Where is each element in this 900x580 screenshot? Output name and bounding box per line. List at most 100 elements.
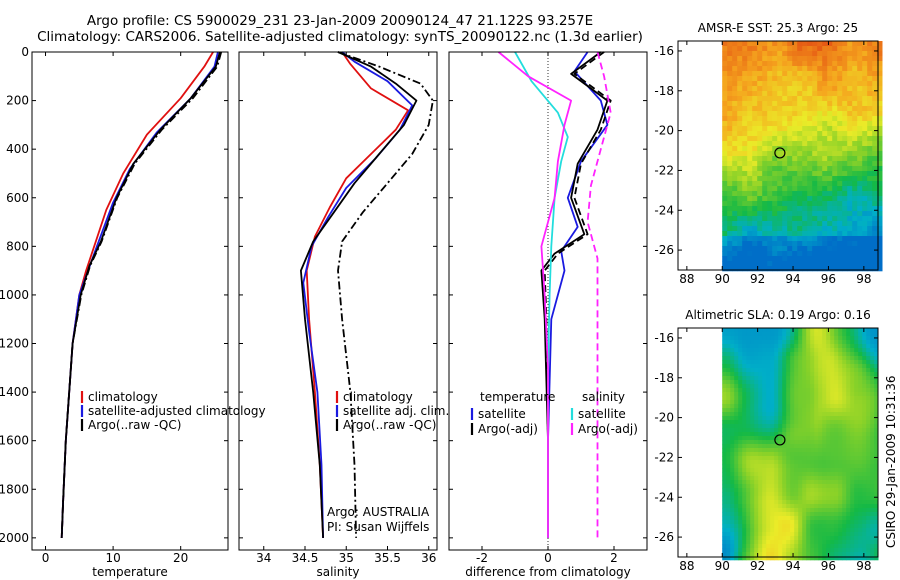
sla-cell (722, 388, 727, 393)
sla-cell (754, 556, 759, 561)
sst-cell (732, 156, 738, 162)
sla-cell (746, 496, 751, 501)
sla-cell (746, 408, 751, 413)
sst-cell (807, 266, 813, 272)
sla-cell (866, 456, 871, 461)
sla-cell (750, 496, 755, 501)
sla-cell (818, 384, 823, 389)
sla-cell (778, 368, 783, 373)
sla-cell (874, 388, 879, 393)
sst-cell (802, 81, 808, 87)
sst-cell (802, 176, 808, 182)
sla-cell (722, 416, 727, 421)
sla-cell (762, 492, 767, 497)
sst-cell (877, 141, 883, 147)
sst-cell (742, 226, 748, 232)
sla-cell (786, 456, 791, 461)
sla-cell (738, 480, 743, 485)
sla-cell (738, 544, 743, 549)
sla-cell (846, 496, 851, 501)
sla-cell (862, 404, 867, 409)
sla-cell (834, 496, 839, 501)
sst-cell (797, 116, 803, 122)
sla-cell (778, 436, 783, 441)
sst-cell (807, 231, 813, 237)
series-difference-4 (497, 51, 572, 538)
sst-cell (752, 111, 758, 117)
sla-cell (738, 500, 743, 505)
sla-cell (754, 328, 759, 333)
sst-cell (847, 196, 853, 202)
sla-cell (802, 552, 807, 557)
sla-cell (722, 344, 727, 349)
sla-cell (854, 348, 859, 353)
sla-cell (746, 448, 751, 453)
sst-cell (817, 46, 823, 52)
sla-cell (742, 412, 747, 417)
sst-cell (747, 71, 753, 77)
sst-cell (807, 101, 813, 107)
sst-cell (742, 246, 748, 252)
sst-cell (787, 126, 793, 132)
sla-cell (762, 476, 767, 481)
sst-cell (822, 71, 828, 77)
sla-cell (834, 404, 839, 409)
header-line-1: Argo profile: CS 5900029_231 23-Jan-2009… (86, 13, 594, 29)
sst-cell (847, 241, 853, 247)
sla-cell (846, 520, 851, 525)
sla-cell (810, 444, 815, 449)
sst-cell (832, 161, 838, 167)
sla-cell (766, 432, 771, 437)
sst-cell (867, 266, 873, 272)
sst-cell (807, 171, 813, 177)
sla-cell (778, 460, 783, 465)
sla-cell (846, 452, 851, 457)
sst-cell (837, 181, 843, 187)
sst-cell (817, 186, 823, 192)
sst-cell (862, 256, 868, 262)
sst-cell (737, 111, 743, 117)
sla-cell (794, 404, 799, 409)
sla-cell (726, 408, 731, 413)
sla-cell (726, 500, 731, 505)
sla-cell (794, 516, 799, 521)
sst-cell (772, 76, 778, 82)
sst-cell (747, 46, 753, 52)
sla-cell (870, 452, 875, 457)
sla-cell (870, 404, 875, 409)
sst-cell (812, 106, 818, 112)
sst-cell (807, 246, 813, 252)
sst-cell (812, 226, 818, 232)
sla-cell (850, 400, 855, 405)
sst-cell (732, 231, 738, 237)
sla-cell (858, 404, 863, 409)
sla-cell (810, 364, 815, 369)
sla-cell (722, 460, 727, 465)
sst-cell (797, 181, 803, 187)
sst-cell (737, 46, 743, 52)
sla-cell (810, 432, 815, 437)
sla-cell (798, 476, 803, 481)
sst-cell (752, 91, 758, 97)
sst-cell (792, 101, 798, 107)
sst-cell (837, 126, 843, 132)
sst-cell (847, 236, 853, 242)
sst-cell (732, 136, 738, 142)
sla-cell (838, 420, 843, 425)
sla-cell (754, 336, 759, 341)
sla-cell (858, 536, 863, 541)
sst-cell (847, 266, 853, 272)
sst-cell (722, 61, 728, 67)
sst-cell (747, 51, 753, 57)
sla-cell (862, 500, 867, 505)
sst-cell (832, 191, 838, 197)
sla-cell (818, 440, 823, 445)
sla-cell (726, 336, 731, 341)
sla-cell (774, 344, 779, 349)
sst-cell (782, 246, 788, 252)
sst-cell (847, 46, 853, 52)
sla-cell (854, 548, 859, 553)
sst-cell (767, 41, 773, 47)
sst-cell (777, 211, 783, 217)
sst-cell (822, 56, 828, 62)
